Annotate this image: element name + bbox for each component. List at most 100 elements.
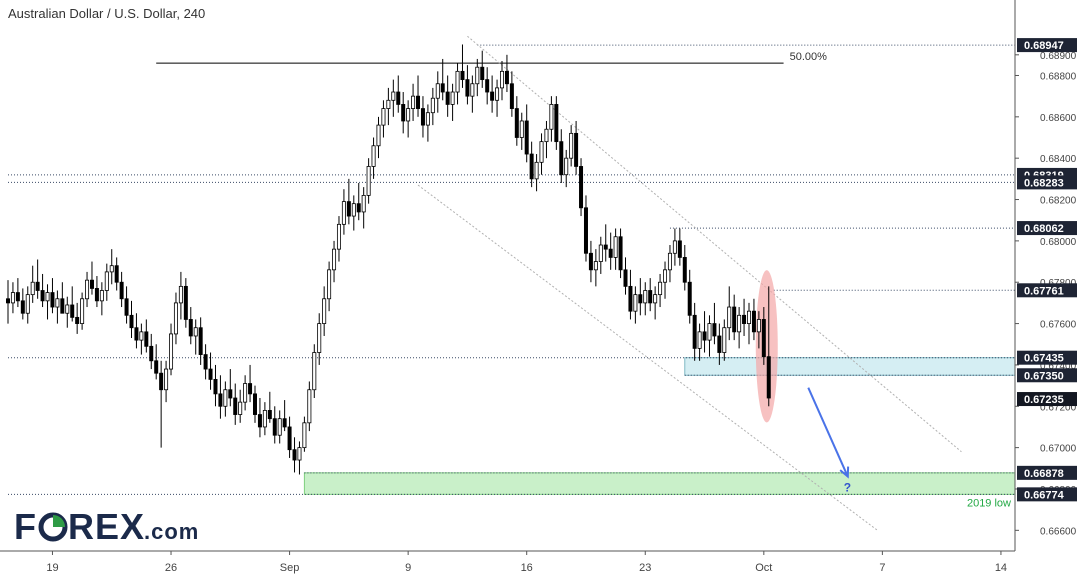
- forecast-question-mark: ?: [844, 481, 851, 495]
- price-lines-layer: 50.00%: [8, 44, 1015, 495]
- candle-body: [396, 91, 401, 105]
- candle-body: [60, 298, 65, 314]
- candle-body: [569, 132, 574, 159]
- candle-body: [124, 298, 129, 316]
- candle-body: [233, 397, 238, 415]
- candle-body: [203, 354, 208, 370]
- candle-body: [430, 97, 435, 114]
- candle-body: [75, 316, 80, 324]
- forex-logo-image: F REX .com: [14, 506, 199, 547]
- candle-body: [327, 269, 332, 300]
- candle-body: [618, 236, 623, 271]
- candle-body: [687, 281, 692, 316]
- candle-body: [173, 302, 178, 335]
- candle-body: [154, 360, 159, 374]
- x-axis[interactable]: 19 26 Sep 9 16 23 Oct 7 14: [0, 550, 1015, 574]
- y-tick-label: 0.68000: [1040, 237, 1077, 248]
- candle-body: [213, 379, 218, 395]
- candle-body: [119, 281, 124, 300]
- channel-line: [467, 35, 962, 453]
- candle-body: [252, 393, 257, 415]
- candle-body: [579, 166, 584, 209]
- price-badge: [1017, 350, 1077, 365]
- y-tick-label: 0.67200: [1040, 402, 1077, 413]
- candle-body: [707, 323, 712, 341]
- candle-body: [45, 292, 50, 302]
- candle-body: [406, 108, 411, 122]
- y-tick-label: 0.68600: [1040, 113, 1077, 124]
- candle-body: [193, 327, 198, 337]
- candle-body: [598, 244, 603, 262]
- candle-body: [139, 331, 144, 341]
- candle-body: [401, 104, 406, 122]
- candle-body: [6, 298, 11, 304]
- channel-layer: [417, 35, 962, 531]
- candle-body: [588, 252, 593, 271]
- fib-label: 50.00%: [790, 51, 828, 63]
- candle-body: [366, 166, 371, 196]
- svg-text:.com: .com: [144, 519, 199, 544]
- candle-body: [465, 79, 470, 97]
- candle-body: [178, 285, 183, 304]
- candle-body: [742, 314, 747, 324]
- y-tick-label: 0.68200: [1040, 196, 1077, 207]
- candle-body: [10, 292, 15, 304]
- candle-body: [672, 240, 677, 254]
- candle-body: [549, 104, 554, 130]
- candle-body: [317, 323, 322, 353]
- candle-body: [149, 345, 154, 362]
- candle-body: [682, 257, 687, 283]
- candle-body: [104, 271, 109, 291]
- candle-body: [89, 279, 94, 289]
- candle-body: [509, 83, 514, 109]
- candle-body: [85, 279, 90, 300]
- candle-body: [99, 290, 104, 302]
- candle-body: [361, 194, 366, 213]
- y-tick-label: 0.67400: [1040, 361, 1077, 372]
- candle-body: [633, 294, 638, 312]
- candle-body: [603, 244, 608, 250]
- candle-body: [356, 203, 361, 213]
- candle-body: [504, 70, 509, 85]
- candle-body: [583, 207, 588, 254]
- candle-body: [411, 95, 416, 109]
- price-badge-label: 0.66878: [1024, 468, 1064, 480]
- forex-logo: F REX .com: [14, 506, 214, 555]
- candle-body: [257, 414, 262, 428]
- candle-body: [129, 314, 134, 329]
- candle-body: [539, 141, 544, 163]
- y-axis[interactable]: 0.68900 0.68800 0.68600 0.68400 0.68200 0.680…: [1014, 0, 1077, 551]
- candle-body: [519, 120, 524, 138]
- candle-body: [65, 304, 70, 314]
- candle-body: [420, 108, 425, 126]
- candle-body: [169, 333, 174, 370]
- candle-body: [648, 290, 653, 304]
- candle-body: [183, 285, 188, 320]
- candle-body: [70, 304, 75, 318]
- price-badge: [1017, 487, 1077, 502]
- x-tick-label: Oct: [755, 562, 772, 574]
- candle-body: [737, 314, 742, 333]
- candle-body: [623, 269, 628, 287]
- x-tick-label: 14: [995, 562, 1007, 574]
- chart-title: Australian Dollar / U.S. Dollar, 240: [8, 6, 206, 21]
- x-tick-label: 16: [521, 562, 533, 574]
- candle-body: [727, 306, 732, 329]
- candle-body: [574, 132, 579, 167]
- candle-body: [30, 281, 35, 296]
- candle-body: [732, 306, 737, 333]
- candle-body: [262, 410, 267, 428]
- candle-body: [80, 298, 85, 324]
- candle-body: [371, 145, 376, 167]
- candle-body: [272, 418, 277, 436]
- candle-body: [164, 368, 169, 391]
- candle-body: [761, 319, 766, 358]
- candle-body: [386, 99, 391, 109]
- candle-body: [534, 161, 539, 180]
- y-tick-label: 0.68900: [1040, 51, 1077, 62]
- x-tick-label: Sep: [280, 562, 300, 574]
- candle-body: [198, 327, 203, 355]
- forecast-arrow: [807, 387, 849, 477]
- svg-text:F: F: [14, 506, 37, 546]
